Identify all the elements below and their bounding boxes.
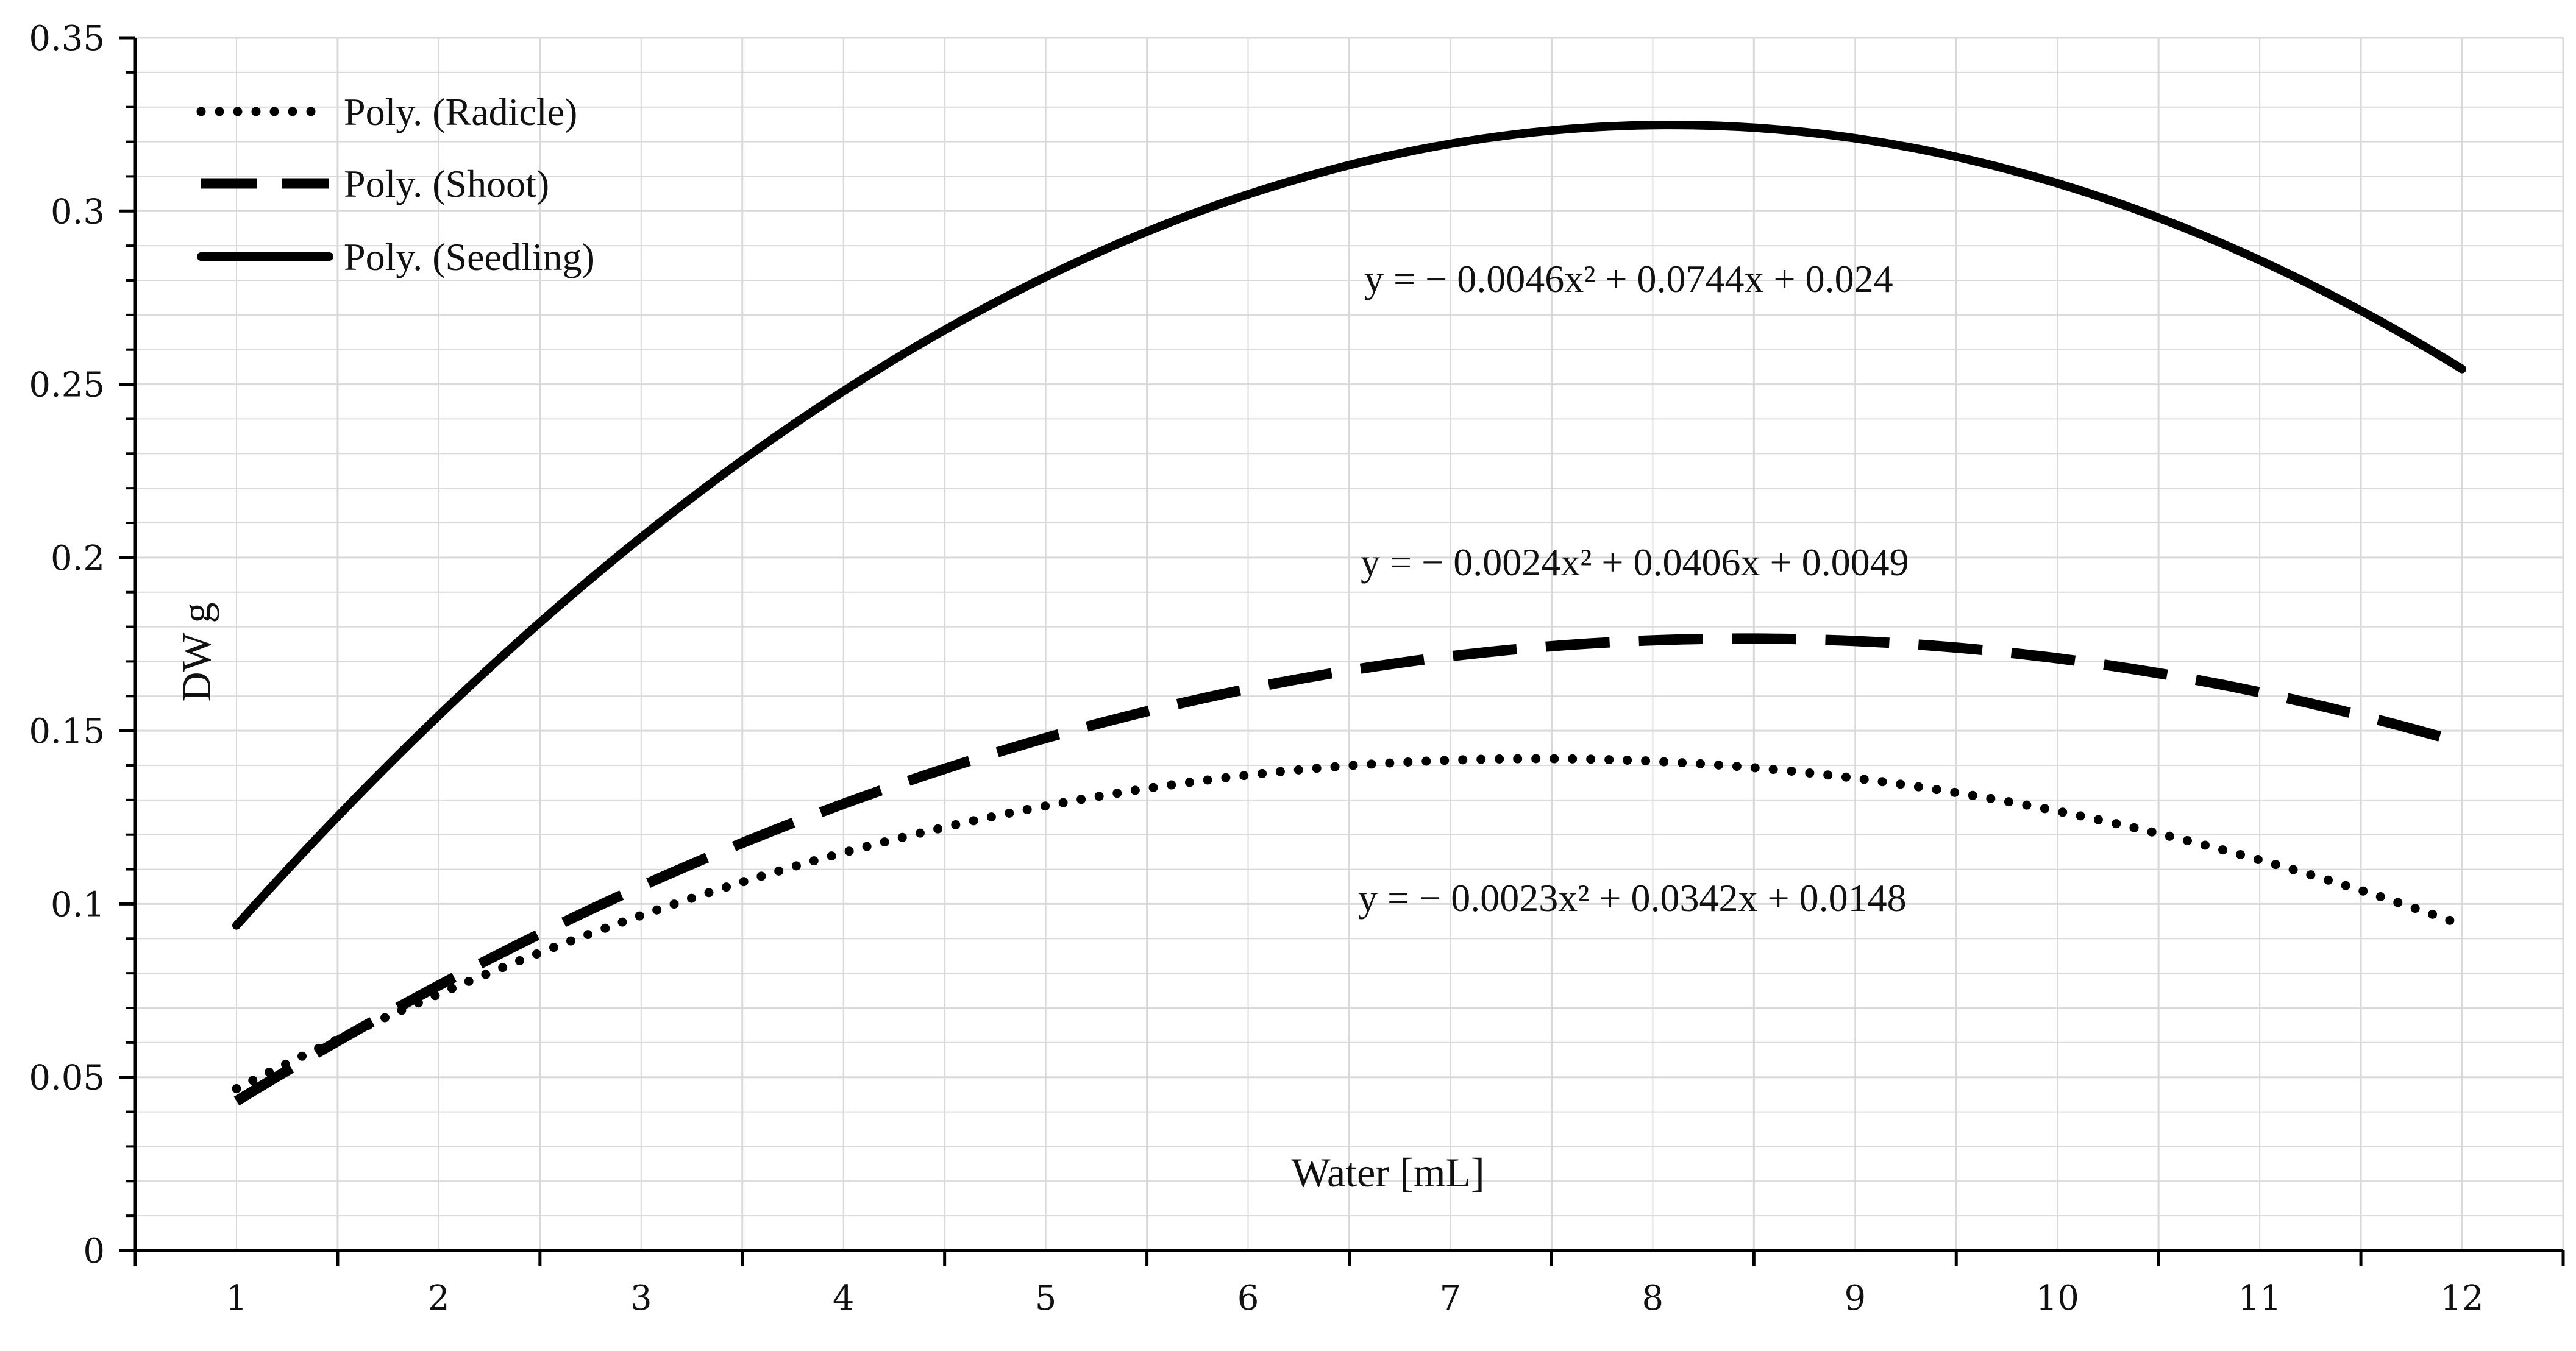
legend-label-radicle: Poly. (Radicle) xyxy=(344,90,577,133)
y-axis-title: DW g xyxy=(173,602,219,701)
series-line-radicle xyxy=(232,754,2467,1093)
x-tick-label: 9 xyxy=(1844,1278,1866,1318)
equation-radicle: y = − 0.0023x² + 0.0342x + 0.0148 xyxy=(1358,876,1907,920)
x-tick-label: 6 xyxy=(1237,1278,1259,1318)
x-tick-label: 5 xyxy=(1035,1278,1057,1318)
x-tick-label: 3 xyxy=(630,1278,652,1318)
grid xyxy=(135,37,2564,1250)
y-tick-label: 0.05 xyxy=(29,1058,105,1098)
x-axis-ticks: 1 2 3 4 5 6 7 8 9 10 11 12 xyxy=(133,1250,2565,1318)
y-tick-label: 0 xyxy=(83,1232,105,1271)
x-tick-label: 10 xyxy=(2036,1278,2079,1318)
y-tick-label: 0.15 xyxy=(29,712,105,751)
y-tick-label: 0.35 xyxy=(29,19,105,59)
x-tick-label: 4 xyxy=(833,1278,855,1318)
equation-seedling: y = − 0.0046x² + 0.0744x + 0.024 xyxy=(1364,257,1893,300)
y-tick-label: 0.3 xyxy=(51,192,105,232)
series-line-seedling xyxy=(232,121,2467,930)
series-lines xyxy=(232,121,2467,1106)
x-tick-label: 8 xyxy=(1642,1278,1664,1318)
legend-label-seedling: Poly. (Seedling) xyxy=(344,235,595,278)
x-axis-title: Water [mL] xyxy=(1291,1149,1484,1196)
x-tick-label: 11 xyxy=(2238,1278,2281,1318)
x-tick-label: 1 xyxy=(226,1278,247,1318)
y-tick-label: 0.1 xyxy=(51,885,105,924)
y-tick-label: 0.2 xyxy=(51,539,105,578)
x-tick-label: 2 xyxy=(428,1278,450,1318)
y-tick-label: 0.25 xyxy=(29,366,105,405)
x-tick-label: 12 xyxy=(2440,1278,2483,1318)
series-line-shoot xyxy=(233,633,2464,1106)
equation-shoot: y = − 0.0024x² + 0.0406x + 0.0049 xyxy=(1361,541,1909,584)
legend-label-shoot: Poly. (Shoot) xyxy=(344,162,549,205)
legend: Poly. (Radicle) Poly. (Shoot) Poly. (See… xyxy=(196,90,595,278)
y-axis-ticks: 0 0.05 0.1 0.15 0.2 0.25 0.3 0.35 xyxy=(29,19,135,1271)
x-tick-label: 7 xyxy=(1440,1278,1462,1318)
